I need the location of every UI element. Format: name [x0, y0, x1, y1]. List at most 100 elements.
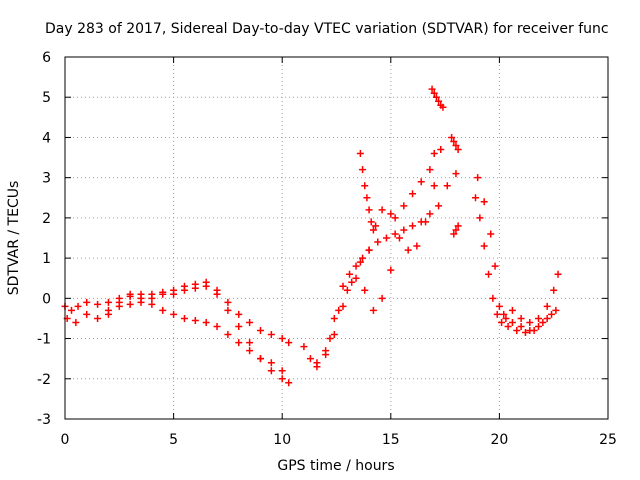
data-point [285, 339, 293, 347]
data-point [267, 359, 275, 367]
y-tick-label: -2 [37, 372, 51, 388]
data-point [448, 133, 456, 141]
data-point [246, 318, 254, 326]
series-track-k [450, 222, 462, 238]
data-point [213, 286, 221, 294]
data-point [552, 306, 560, 314]
data-point [170, 310, 178, 318]
grid [65, 57, 608, 419]
data-point [409, 190, 417, 198]
data-point [256, 327, 264, 335]
data-point [400, 202, 408, 210]
data-point [382, 234, 390, 242]
data-point [363, 194, 371, 202]
data-point [246, 347, 254, 355]
chart-title: Day 283 of 2017, Sidereal Day-to-day VTE… [45, 21, 609, 37]
data-point [256, 355, 264, 363]
data-point [513, 327, 521, 335]
data-point [202, 278, 210, 286]
data-point [326, 335, 334, 343]
data-point [365, 246, 373, 254]
series-track-a [61, 282, 293, 387]
data-point [306, 355, 314, 363]
data-point [74, 302, 82, 310]
data-point [472, 194, 480, 202]
data-point [68, 306, 76, 314]
data-point [550, 286, 558, 294]
data-point [409, 222, 417, 230]
data-point [352, 274, 360, 282]
data-point [534, 314, 542, 322]
data-point [454, 146, 462, 154]
data-point [267, 331, 275, 339]
series-track-f [326, 266, 395, 343]
data-point [404, 246, 412, 254]
data-point [498, 318, 506, 326]
data-point [224, 306, 232, 314]
data-point [491, 262, 499, 270]
data-point [267, 367, 275, 375]
data-point [115, 298, 123, 306]
data-point [369, 226, 377, 234]
y-tick-label: -1 [37, 332, 51, 348]
data-point [170, 290, 178, 298]
x-tick-label: 10 [273, 432, 291, 448]
y-tick-label: 0 [42, 291, 51, 307]
data-point [413, 242, 421, 250]
data-point [387, 266, 395, 274]
x-tick-label: 20 [490, 432, 508, 448]
data-point [191, 316, 199, 324]
plot-area [64, 56, 609, 420]
data-point [300, 343, 308, 351]
x-tick-label: 15 [382, 432, 400, 448]
data-point [83, 310, 91, 318]
data-point [554, 270, 562, 278]
series-track-b [63, 298, 286, 375]
data-point [278, 335, 286, 343]
data-point [400, 226, 408, 234]
data-point [435, 97, 443, 105]
data-point [339, 282, 347, 290]
data-point [517, 322, 525, 330]
data-point [224, 298, 232, 306]
data-point [476, 214, 484, 222]
data-point [493, 310, 501, 318]
data-point [543, 314, 551, 322]
data-point [365, 206, 373, 214]
data-point [480, 198, 488, 206]
data-point [322, 347, 330, 355]
data-point [485, 270, 493, 278]
data-point [430, 89, 438, 97]
data-point [422, 218, 430, 226]
data-point [313, 363, 321, 371]
data-point [432, 93, 440, 101]
data-point [83, 298, 91, 306]
data-point [430, 150, 438, 158]
data-point [361, 286, 369, 294]
data-point [72, 318, 80, 326]
data-point [137, 294, 145, 302]
data-point [426, 166, 434, 174]
data-point [104, 306, 112, 314]
data-point [502, 314, 510, 322]
data-point [530, 327, 538, 335]
y-tick-label: 2 [42, 211, 51, 227]
data-point [426, 210, 434, 218]
data-point [202, 318, 210, 326]
data-point [452, 226, 460, 234]
data-point [352, 262, 360, 270]
data-point [452, 141, 460, 149]
data-point [339, 302, 347, 310]
series-track-g [356, 150, 377, 234]
data-point [372, 222, 380, 230]
data-point [359, 166, 367, 174]
data-point [526, 318, 534, 326]
data-point [387, 210, 395, 218]
y-tick-label: 5 [42, 90, 51, 106]
y-tick-label: 4 [42, 130, 51, 146]
data-point [180, 282, 188, 290]
data-point [213, 322, 221, 330]
data-point [539, 318, 547, 326]
data-point [346, 270, 354, 278]
data-point [428, 85, 436, 93]
